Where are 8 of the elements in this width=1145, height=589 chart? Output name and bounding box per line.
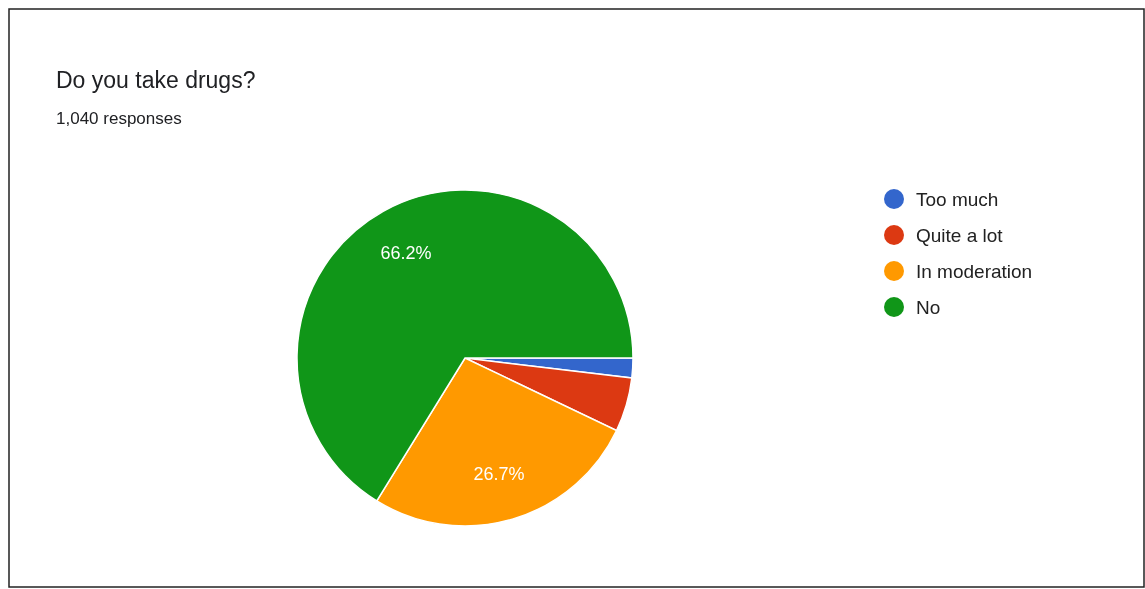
data-label: 26.7% <box>473 464 525 485</box>
data-label: 66.2% <box>380 242 432 263</box>
text: 1,040 responses <box>56 109 182 128</box>
legend-label: Too much <box>916 188 999 210</box>
legend-label: In moderation <box>916 260 1033 282</box>
legend-label: Quite a lot <box>916 224 1004 246</box>
chart-title: Do you take drugs? <box>56 67 256 93</box>
legend-label: No <box>916 296 941 318</box>
